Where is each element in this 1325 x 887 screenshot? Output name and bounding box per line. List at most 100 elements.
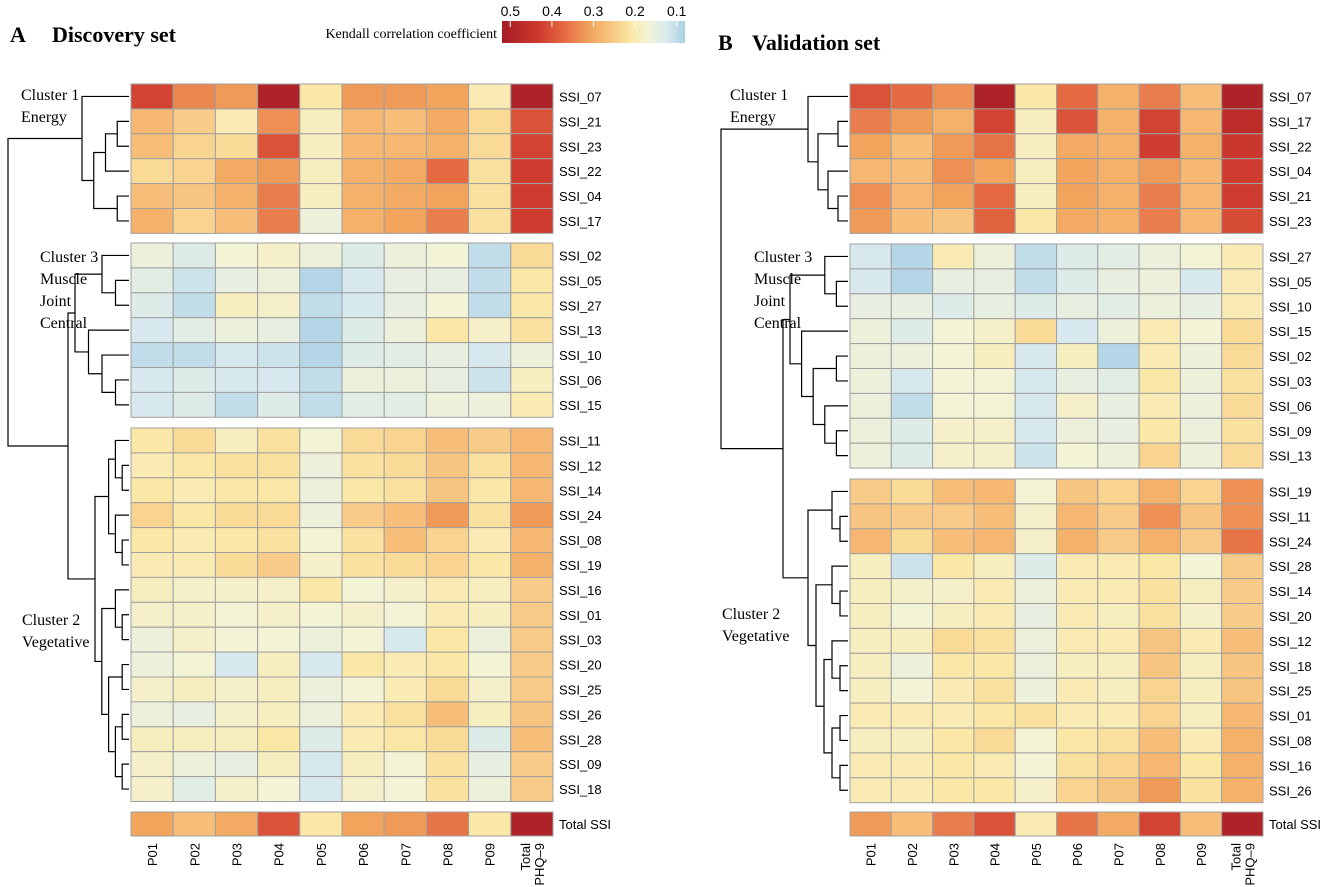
heatmap-cell	[383, 208, 427, 234]
heatmap-cell	[510, 183, 554, 210]
heatmap-cell	[932, 108, 975, 135]
heatmap-cell	[932, 777, 975, 804]
heatmap-cell	[425, 601, 470, 628]
heatmap-cell	[130, 158, 174, 185]
heatmap-cell	[932, 243, 975, 270]
dendrogram-branch	[839, 714, 848, 742]
row-label: SSI_17	[1269, 114, 1312, 129]
heatmap-cell	[468, 751, 512, 778]
heatmap-cell	[1221, 318, 1264, 345]
heatmap-cell	[257, 391, 301, 418]
heatmap-cell	[1138, 133, 1181, 160]
heatmap-cell	[973, 727, 1016, 754]
heatmap-cell	[257, 83, 301, 110]
dendrogram-branch	[807, 95, 848, 163]
heatmap-cell	[257, 108, 301, 135]
heatmap-cell	[510, 676, 554, 703]
heatmap-cell	[973, 108, 1016, 135]
legend-tick-label: 0.2	[625, 3, 645, 19]
heatmap-cell	[1014, 478, 1058, 505]
heatmap-cell	[383, 242, 427, 269]
dendrogram-branch	[839, 515, 848, 542]
heatmap-cell	[890, 627, 934, 654]
heatmap-cell	[214, 183, 259, 210]
heatmap-cell	[257, 292, 301, 319]
heatmap-cell	[299, 391, 343, 418]
heatmap-cell	[849, 392, 892, 419]
heatmap-cell	[1179, 318, 1223, 345]
heatmap-cell	[257, 317, 301, 344]
heatmap-cell	[1138, 578, 1181, 604]
heatmap-cell	[1097, 343, 1140, 370]
heatmap-cell	[932, 702, 975, 729]
heatmap-cell	[299, 158, 343, 185]
heatmap-cell	[1179, 343, 1223, 370]
row-label: SSI_10	[1269, 299, 1312, 314]
heatmap-cell	[1179, 108, 1223, 135]
heatmap-cell	[299, 676, 343, 703]
heatmap-cell	[214, 527, 259, 553]
heatmap-cell	[341, 108, 385, 135]
heatmap-cell	[1138, 293, 1181, 320]
heatmap-cell	[1221, 243, 1264, 270]
heatmap-cell	[257, 242, 301, 269]
heatmap-cell	[1097, 627, 1140, 654]
heatmap-cell	[299, 367, 343, 393]
heatmap-cell	[510, 651, 554, 678]
heatmap-cell	[299, 576, 343, 603]
heatmap-cell	[172, 751, 216, 778]
heatmap-cell	[849, 603, 892, 629]
heatmap-cell	[214, 651, 259, 678]
heatmap-cell	[510, 427, 554, 454]
column-label: P01	[864, 843, 879, 866]
heatmap-cell	[890, 578, 934, 604]
cluster-label: Joint	[754, 293, 786, 310]
total-cell	[299, 811, 343, 837]
heatmap-cell	[172, 292, 216, 319]
heatmap-cell	[383, 108, 427, 135]
heatmap-cell	[172, 601, 216, 628]
heatmap-cell	[932, 343, 975, 370]
heatmap-cell	[383, 527, 427, 553]
heatmap-cell	[890, 392, 934, 419]
heatmap-cell	[214, 552, 259, 578]
heatmap-cell	[1221, 268, 1264, 295]
heatmap-cell	[1014, 578, 1058, 604]
heatmap-cell	[1179, 553, 1223, 580]
heatmap-cell	[849, 158, 892, 185]
heatmap-cell	[172, 502, 216, 529]
heatmap-cell	[1221, 777, 1264, 804]
column-label: P07	[398, 843, 413, 866]
heatmap-cell	[1221, 627, 1264, 654]
heatmap-cell	[468, 158, 512, 185]
row-label: SSI_09	[1269, 424, 1312, 439]
heatmap-cell	[1056, 108, 1099, 135]
heatmap-cell	[172, 477, 216, 504]
heatmap-cell	[849, 578, 892, 604]
heatmap-cell	[1179, 652, 1223, 679]
row-label: SSI_14	[1269, 584, 1312, 599]
heatmap-cell	[257, 452, 301, 479]
heatmap-cell	[257, 552, 301, 578]
row-label: SSI_12	[559, 458, 602, 473]
cluster-label: Cluster 1	[21, 87, 79, 104]
heatmap-cell	[1014, 108, 1058, 135]
heatmap-cell	[1056, 777, 1099, 804]
heatmap-cell	[932, 677, 975, 704]
column-label: P01	[145, 843, 160, 866]
heatmap-cell	[341, 651, 385, 678]
heatmap-cell	[130, 726, 174, 753]
total-cell	[172, 811, 216, 837]
heatmap-cell	[849, 752, 892, 779]
heatmap-cell	[468, 367, 512, 393]
row-label: SSI_08	[559, 533, 602, 548]
heatmap-cell	[130, 576, 174, 603]
legend-tick-label: 0.3	[584, 3, 604, 19]
heatmap-cell	[973, 83, 1016, 110]
row-dendrogram	[94, 439, 129, 790]
heatmap-cell	[849, 83, 892, 110]
heatmap-cell	[214, 477, 259, 504]
heatmap-cell	[1014, 83, 1058, 110]
heatmap-cell	[849, 652, 892, 679]
heatmap-cell	[257, 267, 301, 294]
